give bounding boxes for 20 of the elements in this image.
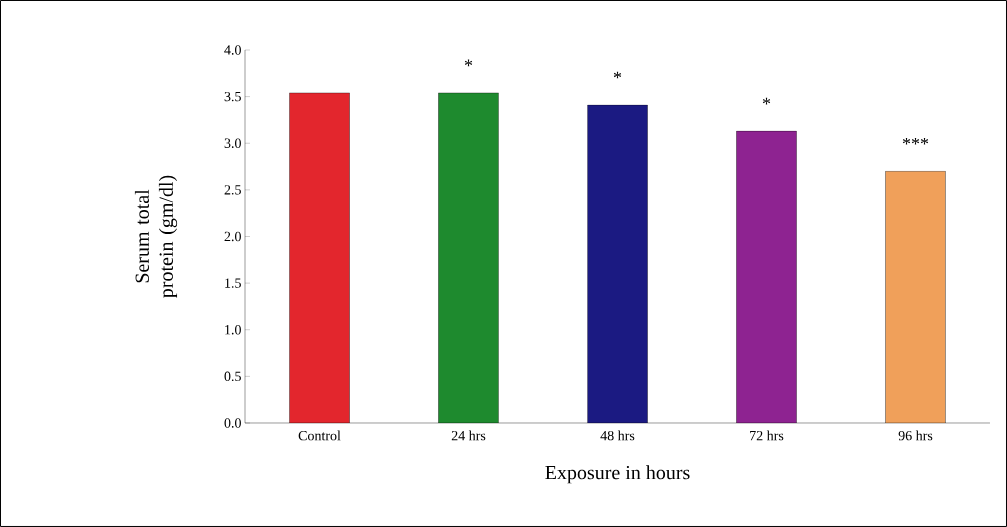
y-tick-label: 3.5 — [224, 91, 241, 102]
y-tick-label: 4.0 — [224, 45, 241, 55]
annotation: * — [613, 71, 622, 79]
y-tick-label: 1.0 — [225, 324, 241, 335]
y-tick-label: 0.5 — [224, 371, 241, 382]
annotation: *** — [902, 137, 929, 145]
x-tick-label: 48 hrs — [600, 430, 635, 441]
x-axis-title: Exposure in hours — [545, 465, 690, 484]
x-tick-label: 24 hrs — [451, 430, 486, 441]
y-tick-label: 2.5 — [224, 185, 241, 195]
y-tick-label: 2.0 — [224, 231, 241, 242]
y-axis-title: Serum total protein (gm/dl) — [134, 175, 178, 298]
x-tick-label: 72 hrs — [750, 430, 784, 441]
x-tick-label: Control — [298, 430, 341, 441]
y-tick-label: 1.5 — [225, 278, 241, 288]
x-tick-label: 96 hrs — [898, 430, 933, 441]
annotation: * — [762, 97, 771, 105]
annotation: * — [464, 59, 473, 67]
y-tick-label: 0.0 — [224, 418, 241, 428]
y-tick-label: 3.0 — [224, 138, 241, 148]
